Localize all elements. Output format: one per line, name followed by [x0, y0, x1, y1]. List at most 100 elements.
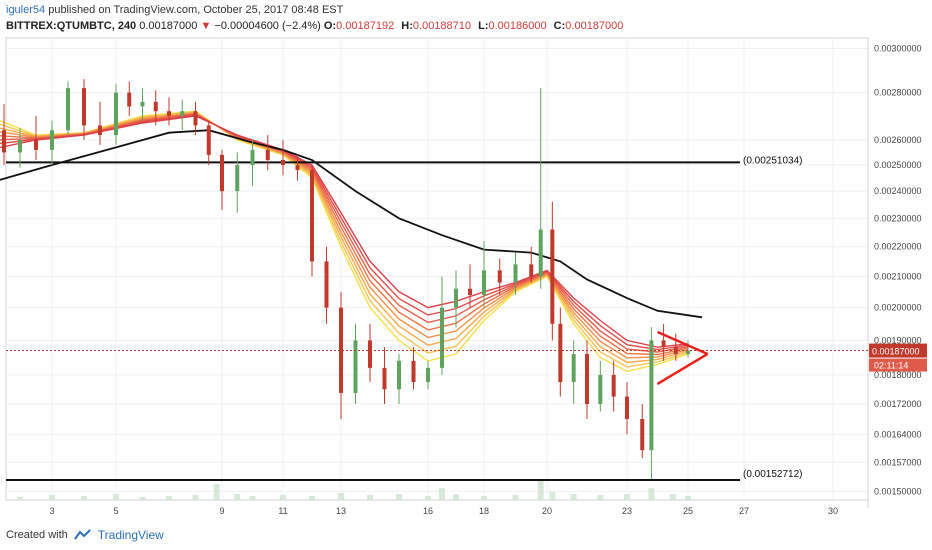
candle-body	[454, 288, 458, 308]
y-tick-label: 0.00240000	[874, 186, 922, 196]
close-value: 0.00187000	[565, 20, 624, 32]
open-label: O:	[323, 20, 337, 32]
candle-body	[625, 396, 629, 420]
ema-ribbon-line	[0, 112, 689, 359]
x-tick-label: 30	[828, 506, 838, 516]
x-tick-label: 3	[49, 506, 54, 516]
y-tick-label: 0.00220000	[874, 242, 922, 252]
y-tick-label: 0.00250000	[874, 160, 922, 170]
candle-body	[127, 92, 132, 107]
y-tick-label: 0.00150000	[874, 486, 922, 496]
candle-body	[18, 139, 22, 153]
triangle-upper-line	[656, 330, 709, 356]
candle-body	[66, 88, 70, 131]
candle-body	[265, 149, 270, 160]
volume-bar	[570, 494, 577, 500]
plot-area	[5, 37, 869, 501]
tradingview-brand[interactable]: TradingView	[97, 528, 164, 542]
volume-bar	[113, 494, 119, 500]
candle-body	[295, 165, 300, 171]
candle-body	[180, 111, 185, 116]
candle-body	[34, 139, 38, 150]
publish-info: iguler54 published on TradingView.com, O…	[6, 4, 343, 16]
candle-body	[497, 270, 502, 283]
ema-ribbon-line	[0, 110, 689, 373]
change-arrow-icon: ▼	[200, 20, 212, 32]
candle-body	[426, 367, 430, 383]
candle-body	[382, 367, 387, 390]
current-price-label: 0.00187000	[872, 347, 920, 357]
level-label: (0.00152712)	[743, 469, 803, 480]
x-tick-label: 5	[113, 506, 118, 516]
x-tick-label: 11	[278, 506, 287, 516]
volume-bar	[439, 488, 445, 500]
candle-body	[339, 307, 343, 393]
candle-body	[538, 229, 543, 277]
level-label: (0.00251034)	[743, 155, 803, 166]
volume-bar	[213, 484, 220, 500]
tradingview-logo-icon	[73, 529, 91, 540]
candle-body	[598, 374, 603, 404]
x-tick-label: 20	[542, 506, 552, 516]
candle-body	[324, 261, 329, 308]
candle-body	[368, 340, 372, 368]
ema-ribbon-line	[0, 111, 689, 364]
volume-bar	[192, 495, 199, 500]
volume-bar	[453, 494, 459, 500]
candle-body	[153, 101, 158, 112]
candle-body	[193, 111, 198, 126]
candle-body	[661, 340, 666, 348]
y-tick-label: 0.00164000	[874, 429, 922, 439]
ema-slow-line	[0, 129, 703, 319]
volume-bar	[549, 492, 556, 500]
candle-body	[82, 88, 86, 126]
candle-body	[649, 340, 654, 451]
author-link[interactable]: iguler54	[6, 4, 46, 16]
y-tick-label: 0.00172000	[874, 399, 922, 409]
x-tick-label: 27	[739, 506, 749, 516]
ohlc-header: BITTREX:QTUMBTC, 240 0.00187000 ▼ −0.000…	[6, 20, 627, 32]
candle-body	[558, 323, 563, 383]
y-tick-label: 0.00157000	[874, 457, 922, 467]
candle-body	[585, 353, 589, 404]
candle-body	[2, 130, 6, 153]
last-price: 0.00187000	[139, 20, 198, 32]
volume-bar	[537, 480, 544, 500]
y-tick-label: 0.00300000	[874, 44, 922, 54]
volume-bar	[234, 494, 241, 500]
countdown-label: 02:11:14	[874, 361, 908, 371]
volume-bar	[309, 496, 315, 500]
ema-ribbon-line	[0, 113, 689, 353]
volume-bar	[512, 495, 519, 500]
candle-body	[686, 350, 690, 354]
volume-bar	[481, 496, 487, 500]
candle-body	[114, 92, 118, 136]
candle-body	[310, 170, 314, 262]
volume-bar	[685, 496, 691, 500]
candle-body	[98, 125, 102, 136]
y-tick-label: 0.00230000	[874, 213, 922, 223]
volume-bar	[396, 494, 402, 500]
candle-body	[206, 125, 211, 155]
volume-bar	[367, 495, 373, 500]
x-tick-label: 25	[683, 506, 693, 516]
candle-body	[167, 111, 171, 116]
x-tick-label: 13	[336, 506, 346, 516]
candle-body	[281, 159, 285, 166]
price-change: −0.00004600 (−2.4%)	[214, 20, 321, 32]
symbol-label: BITTREX:QTUMBTC, 240	[6, 20, 137, 32]
candle-body	[571, 353, 576, 383]
x-tick-label: 18	[479, 506, 489, 516]
ema-ribbon-line	[0, 114, 689, 351]
volume-bar	[166, 496, 172, 500]
volume-bar	[81, 496, 87, 500]
publish-text: published on TradingView.com, October 25…	[48, 4, 344, 16]
y-tick-label: 0.00260000	[874, 135, 922, 145]
candle-body	[550, 229, 555, 324]
y-tick-label: 0.00200000	[874, 303, 922, 313]
countdown-tag	[869, 358, 927, 372]
volume-bar	[139, 497, 146, 500]
y-tick-label: 0.00180000	[874, 370, 922, 380]
y-tick-label: 0.00210000	[874, 271, 922, 281]
